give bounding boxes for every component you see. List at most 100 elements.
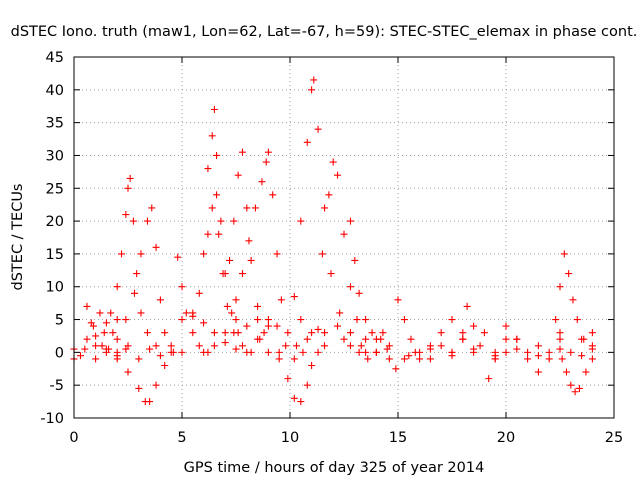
data-point [292, 342, 300, 350]
data-point [260, 329, 268, 337]
data-point [372, 348, 380, 356]
data-point [96, 309, 104, 317]
data-point [355, 289, 363, 297]
data-point [470, 345, 478, 353]
data-point [146, 398, 154, 406]
data-point [124, 342, 132, 350]
data-point [567, 381, 575, 389]
y-tick-label: 20 [46, 214, 64, 230]
y-axis-label: dSTEC / TECUs [10, 184, 26, 291]
data-point [485, 375, 493, 383]
data-point [394, 296, 402, 304]
data-point [284, 375, 292, 383]
data-point [226, 256, 234, 264]
data-point [571, 388, 579, 396]
y-tick-label: 45 [46, 50, 64, 66]
data-point [400, 316, 408, 324]
data-point [334, 171, 342, 179]
data-point [210, 106, 218, 114]
data-point [299, 348, 307, 356]
data-point [232, 345, 240, 353]
data-point [169, 348, 177, 356]
data-point [588, 345, 596, 353]
data-point [556, 329, 564, 337]
data-point [552, 316, 560, 324]
data-point [346, 329, 354, 337]
data-point [524, 355, 532, 363]
data-point [208, 132, 216, 140]
data-point [238, 270, 246, 278]
y-tick-label: -5 [50, 378, 64, 394]
data-point [200, 250, 208, 258]
data-point [351, 256, 359, 264]
data-point [297, 398, 305, 406]
data-point [126, 174, 134, 182]
data-point [213, 191, 221, 199]
data-point [346, 217, 354, 225]
data-point [238, 342, 246, 350]
axis-ticks: -10 -5 0 5 10 15 20 25 30 35 40 45 0 5 10 15 20 25 [40, 50, 623, 446]
data-point [392, 365, 400, 373]
data-point [588, 329, 596, 337]
data-point [321, 342, 329, 350]
data-point [133, 270, 141, 278]
data-point [407, 335, 415, 343]
data-point [189, 329, 197, 337]
data-point [524, 348, 532, 356]
data-point [275, 355, 283, 363]
y-tick-label: 40 [46, 83, 64, 99]
data-point [314, 348, 322, 356]
data-points [70, 76, 596, 406]
data-point [243, 204, 251, 212]
data-point [258, 178, 266, 186]
data-point [534, 352, 542, 360]
x-tick-label: 25 [605, 430, 623, 446]
y-tick-label: 5 [55, 313, 64, 329]
data-point [137, 309, 145, 317]
data-point [463, 302, 471, 310]
data-point [558, 355, 566, 363]
data-point [290, 394, 298, 402]
y-tick-label: 25 [46, 181, 64, 197]
data-point [92, 355, 100, 363]
data-point [102, 319, 110, 327]
data-point [459, 329, 467, 337]
x-tick-label: 20 [497, 430, 515, 446]
data-point [327, 270, 335, 278]
data-point [135, 355, 143, 363]
data-point [284, 329, 292, 337]
data-point [178, 348, 186, 356]
data-point [264, 148, 272, 156]
data-point [161, 329, 169, 337]
data-point [346, 342, 354, 350]
data-point [208, 204, 216, 212]
data-point [182, 309, 190, 317]
data-point [223, 302, 231, 310]
data-point [269, 191, 277, 199]
data-point [476, 342, 484, 350]
data-point [329, 158, 337, 166]
data-point [122, 316, 130, 324]
data-point [314, 325, 322, 333]
data-point [210, 342, 218, 350]
data-point [178, 283, 186, 291]
data-point [321, 329, 329, 337]
y-tick-label: 0 [55, 345, 64, 361]
data-point [426, 345, 434, 353]
data-point [143, 217, 151, 225]
data-point [83, 302, 91, 310]
data-point [355, 348, 363, 356]
data-point [275, 348, 283, 356]
y-tick-label: 30 [46, 148, 64, 164]
data-point [318, 250, 326, 258]
data-point [565, 270, 573, 278]
data-point [556, 335, 564, 343]
data-point [308, 86, 316, 94]
data-point [245, 237, 253, 245]
data-point [308, 361, 316, 369]
data-point [143, 329, 151, 337]
data-point [189, 312, 197, 320]
data-point [502, 322, 510, 330]
plot-frame [73, 56, 615, 419]
data-point [232, 316, 240, 324]
